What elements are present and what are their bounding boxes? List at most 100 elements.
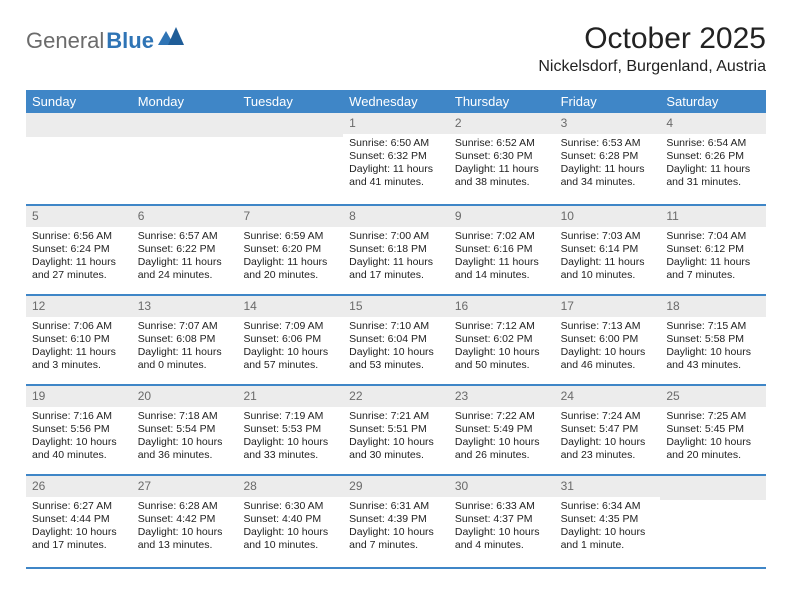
calendar-cell: 25Sunrise: 7:25 AMSunset: 5:45 PMDayligh… — [660, 386, 766, 474]
daylight-line-2: and 26 minutes. — [455, 449, 549, 462]
day-details: Sunrise: 6:50 AMSunset: 6:32 PMDaylight:… — [343, 134, 449, 196]
day-number: 23 — [449, 386, 555, 407]
weekday-col: Monday — [132, 90, 238, 113]
daylight-line-1: Daylight: 11 hours — [243, 256, 337, 269]
daylight-line-1: Daylight: 11 hours — [455, 256, 549, 269]
sunrise-line: Sunrise: 6:33 AM — [455, 500, 549, 513]
sunrise-line: Sunrise: 6:52 AM — [455, 137, 549, 150]
calendar-cell: 5Sunrise: 6:56 AMSunset: 6:24 PMDaylight… — [26, 206, 132, 294]
title-block: October 2025 Nickelsdorf, Burgenland, Au… — [538, 18, 766, 84]
daylight-line-1: Daylight: 11 hours — [561, 256, 655, 269]
day-number: 3 — [555, 113, 661, 134]
daylight-line-1: Daylight: 10 hours — [138, 436, 232, 449]
daylight-line-2: and 0 minutes. — [138, 359, 232, 372]
calendar-week: 12Sunrise: 7:06 AMSunset: 6:10 PMDayligh… — [26, 296, 766, 386]
day-details: Sunrise: 7:18 AMSunset: 5:54 PMDaylight:… — [132, 407, 238, 469]
day-details: Sunrise: 6:27 AMSunset: 4:44 PMDaylight:… — [26, 497, 132, 559]
day-number: 21 — [237, 386, 343, 407]
sunset-line: Sunset: 5:49 PM — [455, 423, 549, 436]
daylight-line-2: and 36 minutes. — [138, 449, 232, 462]
day-details: Sunrise: 6:53 AMSunset: 6:28 PMDaylight:… — [555, 134, 661, 196]
calendar-cell: 23Sunrise: 7:22 AMSunset: 5:49 PMDayligh… — [449, 386, 555, 474]
day-number — [132, 113, 238, 137]
day-details: Sunrise: 7:21 AMSunset: 5:51 PMDaylight:… — [343, 407, 449, 469]
day-details: Sunrise: 7:02 AMSunset: 6:16 PMDaylight:… — [449, 227, 555, 289]
daylight-line-2: and 14 minutes. — [455, 269, 549, 282]
sunset-line: Sunset: 6:28 PM — [561, 150, 655, 163]
day-number: 19 — [26, 386, 132, 407]
day-number — [26, 113, 132, 137]
sunset-line: Sunset: 4:37 PM — [455, 513, 549, 526]
day-details: Sunrise: 7:15 AMSunset: 5:58 PMDaylight:… — [660, 317, 766, 379]
sunset-line: Sunset: 6:30 PM — [455, 150, 549, 163]
daylight-line-2: and 13 minutes. — [138, 539, 232, 552]
daylight-line-2: and 20 minutes. — [666, 449, 760, 462]
day-details: Sunrise: 6:59 AMSunset: 6:20 PMDaylight:… — [237, 227, 343, 289]
page-title: October 2025 — [538, 22, 766, 56]
sunset-line: Sunset: 6:08 PM — [138, 333, 232, 346]
day-number: 25 — [660, 386, 766, 407]
day-number — [237, 113, 343, 137]
day-number: 5 — [26, 206, 132, 227]
weekday-col: Tuesday — [237, 90, 343, 113]
day-number: 31 — [555, 476, 661, 497]
sunrise-line: Sunrise: 7:10 AM — [349, 320, 443, 333]
day-number: 24 — [555, 386, 661, 407]
page: GeneralBlue October 2025 Nickelsdorf, Bu… — [0, 0, 792, 612]
calendar-cell: 4Sunrise: 6:54 AMSunset: 6:26 PMDaylight… — [660, 113, 766, 204]
calendar-cell: 1Sunrise: 6:50 AMSunset: 6:32 PMDaylight… — [343, 113, 449, 204]
day-number: 14 — [237, 296, 343, 317]
day-details: Sunrise: 7:22 AMSunset: 5:49 PMDaylight:… — [449, 407, 555, 469]
day-details: Sunrise: 6:31 AMSunset: 4:39 PMDaylight:… — [343, 497, 449, 559]
day-number: 22 — [343, 386, 449, 407]
calendar-week: 5Sunrise: 6:56 AMSunset: 6:24 PMDaylight… — [26, 206, 766, 296]
weekday-header: Sunday Monday Tuesday Wednesday Thursday… — [26, 90, 766, 113]
day-number: 10 — [555, 206, 661, 227]
sunset-line: Sunset: 5:45 PM — [666, 423, 760, 436]
sunset-line: Sunset: 4:40 PM — [243, 513, 337, 526]
sunrise-line: Sunrise: 6:54 AM — [666, 137, 760, 150]
day-details: Sunrise: 7:07 AMSunset: 6:08 PMDaylight:… — [132, 317, 238, 379]
sunrise-line: Sunrise: 7:12 AM — [455, 320, 549, 333]
day-number: 29 — [343, 476, 449, 497]
calendar-week: 26Sunrise: 6:27 AMSunset: 4:44 PMDayligh… — [26, 476, 766, 569]
day-number: 17 — [555, 296, 661, 317]
calendar-cell-empty — [660, 476, 766, 567]
day-details: Sunrise: 6:56 AMSunset: 6:24 PMDaylight:… — [26, 227, 132, 289]
sunset-line: Sunset: 6:12 PM — [666, 243, 760, 256]
daylight-line-1: Daylight: 10 hours — [243, 436, 337, 449]
daylight-line-2: and 33 minutes. — [243, 449, 337, 462]
weekday-col: Friday — [555, 90, 661, 113]
day-number: 8 — [343, 206, 449, 227]
daylight-line-2: and 17 minutes. — [32, 539, 126, 552]
sunset-line: Sunset: 4:44 PM — [32, 513, 126, 526]
daylight-line-1: Daylight: 11 hours — [561, 163, 655, 176]
sunset-line: Sunset: 5:54 PM — [138, 423, 232, 436]
calendar-cell: 20Sunrise: 7:18 AMSunset: 5:54 PMDayligh… — [132, 386, 238, 474]
calendar-cell: 16Sunrise: 7:12 AMSunset: 6:02 PMDayligh… — [449, 296, 555, 384]
calendar-cell: 21Sunrise: 7:19 AMSunset: 5:53 PMDayligh… — [237, 386, 343, 474]
daylight-line-1: Daylight: 11 hours — [138, 256, 232, 269]
calendar-cell: 3Sunrise: 6:53 AMSunset: 6:28 PMDaylight… — [555, 113, 661, 204]
daylight-line-1: Daylight: 11 hours — [349, 163, 443, 176]
daylight-line-1: Daylight: 10 hours — [349, 436, 443, 449]
weekday-col: Thursday — [449, 90, 555, 113]
day-number: 9 — [449, 206, 555, 227]
brand-name-1: General — [26, 28, 104, 54]
day-number: 18 — [660, 296, 766, 317]
day-details: Sunrise: 7:19 AMSunset: 5:53 PMDaylight:… — [237, 407, 343, 469]
sunrise-line: Sunrise: 6:56 AM — [32, 230, 126, 243]
brand-mark-icon — [158, 27, 184, 45]
daylight-line-1: Daylight: 10 hours — [455, 436, 549, 449]
sunset-line: Sunset: 5:58 PM — [666, 333, 760, 346]
sunrise-line: Sunrise: 7:02 AM — [455, 230, 549, 243]
weekday-col: Wednesday — [343, 90, 449, 113]
day-number: 13 — [132, 296, 238, 317]
daylight-line-2: and 4 minutes. — [455, 539, 549, 552]
day-number: 2 — [449, 113, 555, 134]
daylight-line-1: Daylight: 11 hours — [349, 256, 443, 269]
daylight-line-2: and 1 minute. — [561, 539, 655, 552]
day-number: 11 — [660, 206, 766, 227]
daylight-line-2: and 41 minutes. — [349, 176, 443, 189]
calendar-cell: 15Sunrise: 7:10 AMSunset: 6:04 PMDayligh… — [343, 296, 449, 384]
